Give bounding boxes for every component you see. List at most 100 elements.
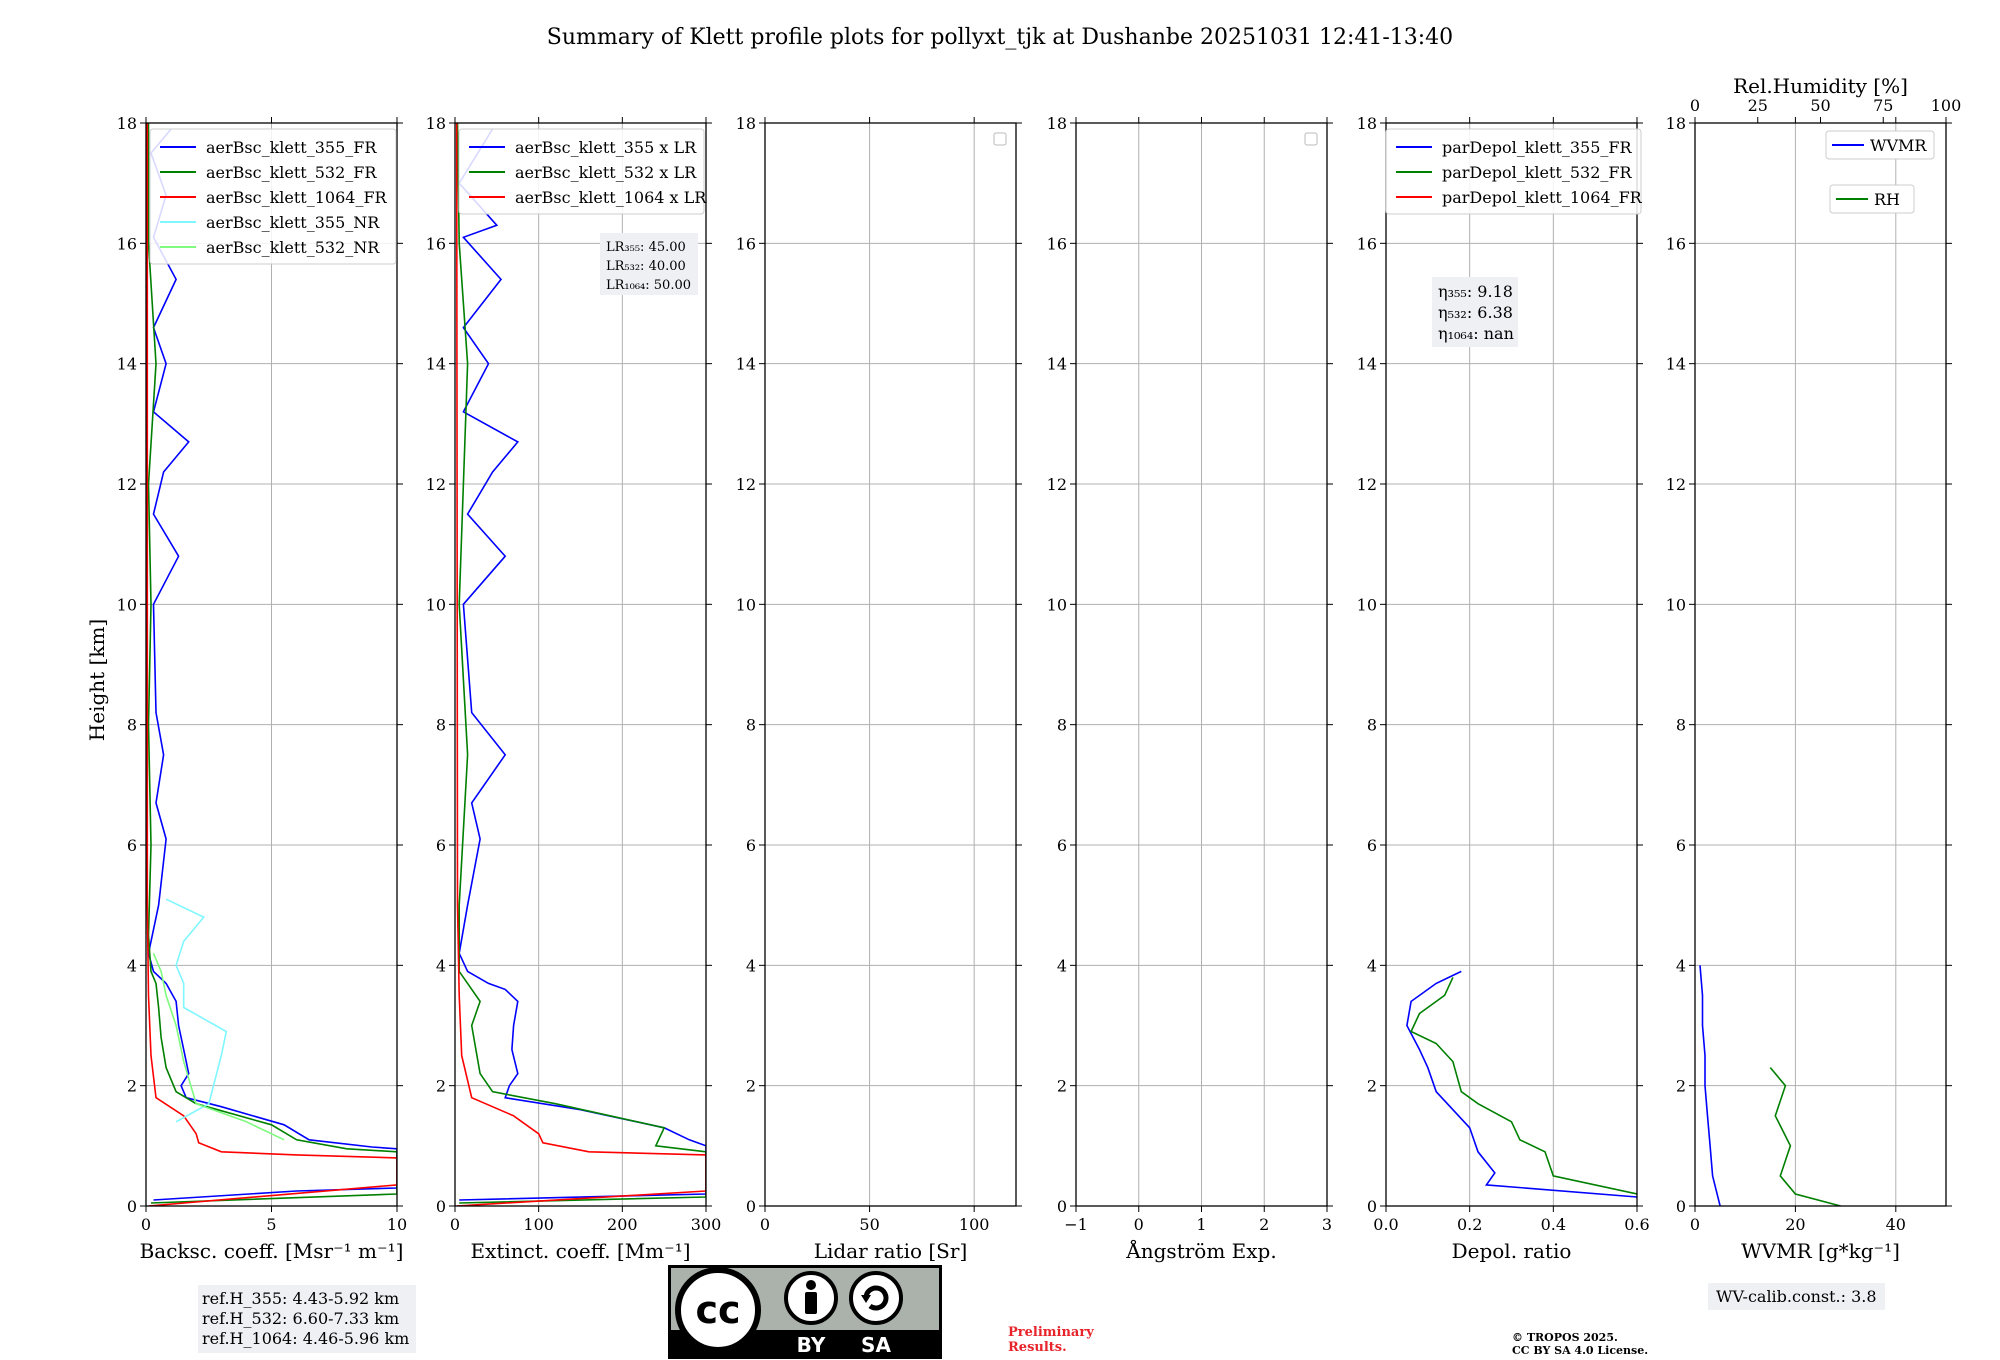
sa-text: SA — [861, 1333, 891, 1357]
by-text: BY — [797, 1333, 826, 1357]
cc-text: cc — [695, 1288, 740, 1332]
top-xtick-label: 0 — [1690, 96, 1700, 115]
ytick-label: 12 — [426, 475, 446, 494]
xtick-label: −1 — [1064, 1215, 1088, 1234]
xtick-label: 300 — [691, 1215, 722, 1234]
ytick-label: 10 — [736, 595, 756, 614]
ytick-label: 18 — [1357, 114, 1377, 133]
ref-height-1064: ref.H_1064: 4.46-5.96 km — [202, 1329, 410, 1348]
legend-label: aerBsc_klett_1064 x LR — [515, 188, 707, 207]
ytick-label: 14 — [1357, 355, 1377, 374]
empty-legend-box — [1304, 132, 1318, 146]
ytick-label: 18 — [1047, 114, 1067, 133]
ytick-label: 12 — [736, 475, 756, 494]
ytick-label: 2 — [1057, 1077, 1067, 1096]
ytick-label: 2 — [127, 1077, 137, 1096]
xtick-label: 40 — [1886, 1215, 1906, 1234]
ytick-label: 12 — [1357, 475, 1377, 494]
legend-label: parDepol_klett_355_FR — [1442, 138, 1633, 157]
x-axis-label: Backsc. coeff. [Msr⁻¹ m⁻¹] — [140, 1239, 404, 1263]
xtick-label: 100 — [523, 1215, 554, 1234]
series-aerBsc_klett_1064 x LR — [455, 123, 706, 1206]
ytick-label: 14 — [1666, 355, 1686, 374]
legend-label: aerBsc_klett_355_FR — [206, 138, 377, 157]
series-RH — [1769, 1067, 1841, 1206]
xtick-label: 0 — [141, 1215, 151, 1234]
xtick-label: 0 — [760, 1215, 770, 1234]
ytick-label: 8 — [1676, 716, 1686, 735]
xtick-label: 0 — [450, 1215, 460, 1234]
ytick-label: 0 — [127, 1197, 137, 1216]
panel-backscatter: 0 2 4 6 8 10 12 14 16 18 0 5 10 Backsc. coeff. [Msr⁻¹… — [117, 114, 408, 1263]
ytick-label: 4 — [746, 956, 756, 975]
legend: aerBsc_klett_355_FR aerBsc_klett_532_FRae… — [149, 128, 397, 265]
x-axis-label: WVMR [g*kg⁻¹] — [1741, 1239, 1900, 1263]
top-xtick-label: 25 — [1748, 96, 1768, 115]
legend-label: aerBsc_klett_1064_FR — [206, 188, 388, 207]
ytick-label: 6 — [1057, 836, 1067, 855]
xtick-label: 0.6 — [1624, 1215, 1649, 1234]
legend-rh: RH — [1829, 184, 1915, 214]
ytick-label: 16 — [1047, 234, 1067, 253]
legend-label: aerBsc_klett_532_NR — [206, 238, 380, 257]
ytick-label: 10 — [426, 595, 446, 614]
eta-value: η₃₅₅: 9.18 — [1438, 282, 1513, 301]
lr-value: LR₁₀₆₄: 50.00 — [606, 278, 691, 293]
y-axis-label: Height [km] — [85, 619, 109, 741]
ytick-label: 8 — [436, 716, 446, 735]
ytick-label: 0 — [1367, 1197, 1377, 1216]
x-axis-label: Extinct. coeff. [Mm⁻¹] — [470, 1239, 690, 1263]
xtick-label: 20 — [1785, 1215, 1805, 1234]
ytick-label: 12 — [1666, 475, 1686, 494]
top-xtick-label: 75 — [1873, 96, 1893, 115]
legend-label: parDepol_klett_532_FR — [1442, 163, 1633, 182]
ytick-label: 4 — [127, 956, 137, 975]
series-aerBsc_klett_532 x LR — [456, 123, 706, 1204]
xtick-label: 3 — [1322, 1215, 1332, 1234]
ytick-label: 6 — [1676, 836, 1686, 855]
eta-value: η₅₃₂: 6.38 — [1438, 303, 1513, 322]
copyright-line-2: CC BY SA 4.0 License. — [1512, 1344, 1649, 1357]
ytick-label: 2 — [1367, 1077, 1377, 1096]
ytick-label: 16 — [1357, 234, 1377, 253]
figure-title: Summary of Klett profile plots for polly… — [547, 25, 1453, 50]
ytick-label: 12 — [1047, 475, 1067, 494]
top-xtick-label: 50 — [1810, 96, 1830, 115]
legend-label: aerBsc_klett_355 x LR — [515, 138, 697, 157]
xtick-label: 0 — [1134, 1215, 1144, 1234]
ytick-label: 18 — [117, 114, 137, 133]
series-aerBsc_klett_355 x LR — [458, 128, 706, 1201]
ytick-label: 8 — [127, 716, 137, 735]
legend-label: RH — [1874, 190, 1900, 209]
series-parDepol_klett_355_FR — [1406, 970, 1637, 1198]
ytick-label: 8 — [1367, 716, 1377, 735]
ytick-label: 14 — [736, 355, 756, 374]
series-parDepol_klett_532_FR — [1410, 977, 1637, 1195]
ytick-label: 12 — [117, 475, 137, 494]
top-x-axis-label: Rel.Humidity [%] — [1733, 74, 1908, 98]
xtick-label: 5 — [266, 1215, 276, 1234]
legend-label: parDepol_klett_1064_FR — [1442, 188, 1643, 207]
ytick-label: 4 — [436, 956, 446, 975]
axes-frame — [1385, 122, 1638, 1207]
xtick-label: 0.2 — [1457, 1215, 1482, 1234]
reference-height-box: ref.H_355: 4.43-5.92 km ref.H_532: 6.60-… — [198, 1285, 416, 1353]
ytick-label: 18 — [736, 114, 756, 133]
ytick-label: 2 — [746, 1077, 756, 1096]
xtick-label: 1 — [1196, 1215, 1206, 1234]
lr-info-box: LR₃₅₅: 45.00 LR₅₃₂: 40.00 LR₁₀₆₄: 50.00 — [600, 233, 698, 295]
legend-wvmr: WVMR — [1825, 130, 1935, 160]
ytick-label: 10 — [117, 595, 137, 614]
xtick-label: 0.4 — [1541, 1215, 1566, 1234]
x-axis-label: Ångström Exp. — [1125, 1238, 1276, 1263]
ref-height-532: ref.H_532: 6.60-7.33 km — [202, 1309, 400, 1328]
xtick-label: 200 — [607, 1215, 638, 1234]
panel-depolarization: 0 2 4 6 8 10 12 14 16 18 0.0 0.2 0.4 0.6 Depol. ratio p… — [1357, 114, 1650, 1263]
ytick-label: 18 — [426, 114, 446, 133]
ytick-label: 0 — [746, 1197, 756, 1216]
ytick-label: 16 — [736, 234, 756, 253]
ytick-label: 0 — [1057, 1197, 1067, 1216]
legend-label: aerBsc_klett_532_FR — [206, 163, 377, 182]
